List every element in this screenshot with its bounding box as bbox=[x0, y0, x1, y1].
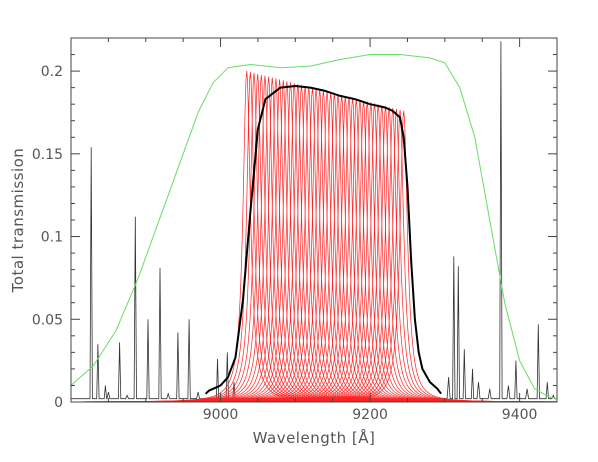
x-tick-label-2: 9400 bbox=[502, 407, 538, 423]
y-tick-label-0: 0 bbox=[54, 395, 63, 411]
series-layer bbox=[70, 41, 558, 403]
x-tick-label-0: 9000 bbox=[203, 407, 239, 423]
y-tick-label-1: 0.05 bbox=[32, 312, 63, 328]
filter-curve-1 bbox=[82, 71, 412, 403]
ticks-layer: 9000 9200 9400 0 0.05 0.1 0.15 0.2 bbox=[32, 38, 558, 423]
y-tick-label-3: 0.15 bbox=[32, 147, 63, 163]
x-tick-label-1: 9200 bbox=[352, 407, 388, 423]
y-axis-label: Total transmission bbox=[9, 148, 27, 294]
x-axis-label: Wavelength [Å] bbox=[253, 428, 376, 447]
combined-profile-line bbox=[204, 85, 442, 395]
y-tick-label-2: 0.1 bbox=[41, 230, 63, 246]
filter-curve-3 bbox=[89, 72, 419, 403]
y-tick-label-4: 0.2 bbox=[41, 64, 63, 80]
envelope-curve bbox=[70, 54, 558, 400]
